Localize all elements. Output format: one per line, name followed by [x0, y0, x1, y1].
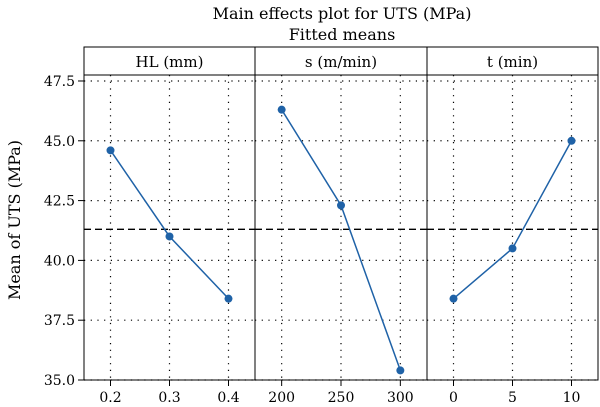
data-point: [508, 244, 517, 253]
data-point: [396, 366, 405, 375]
x-tick-label: 10: [563, 390, 581, 406]
y-tick-label: 45.0: [44, 134, 75, 150]
data-point: [277, 105, 286, 114]
series-line: [453, 140, 573, 300]
panel-header: [426, 46, 599, 76]
y-tick-label: 37.5: [44, 313, 75, 329]
y-tick-label: 47.5: [44, 74, 75, 90]
chart-title: Main effects plot for UTS (MPa): [213, 4, 472, 23]
data-point: [449, 294, 458, 303]
data-point: [224, 294, 233, 303]
panel-frame: [83, 74, 256, 381]
x-tick-label: 0.2: [99, 390, 121, 406]
panel-header-label: t (min): [487, 53, 538, 71]
x-tick-label: 250: [328, 390, 355, 406]
x-tick-label: 0: [449, 390, 458, 406]
y-tick-label: 40.0: [44, 253, 75, 269]
y-tick-label: 35.0: [44, 373, 75, 389]
data-point: [165, 232, 174, 241]
y-tick-label: 42.5: [44, 194, 75, 210]
panel-header-label: HL (mm): [136, 53, 204, 71]
x-tick-label: 300: [387, 390, 414, 406]
x-tick-label: 5: [508, 390, 517, 406]
data-point: [567, 136, 576, 145]
data-point: [337, 201, 345, 210]
chart-subtitle: Fitted means: [289, 25, 396, 44]
panel-header-label: s (m/min): [305, 53, 377, 71]
x-tick-label: 0.4: [217, 390, 239, 406]
x-tick-label: 200: [268, 390, 295, 406]
y-axis-label: Mean of UTS (MPa): [5, 140, 24, 300]
panel-frame: [254, 74, 428, 381]
plot-area: 35.0 37.5 40.0 42.5 45.0 47.5 HL (mm) 0.2 0.3 0.4…: [44, 46, 599, 406]
x-tick-label: 0.3: [158, 390, 180, 406]
panel-frame: [426, 74, 599, 381]
data-point: [106, 146, 115, 155]
